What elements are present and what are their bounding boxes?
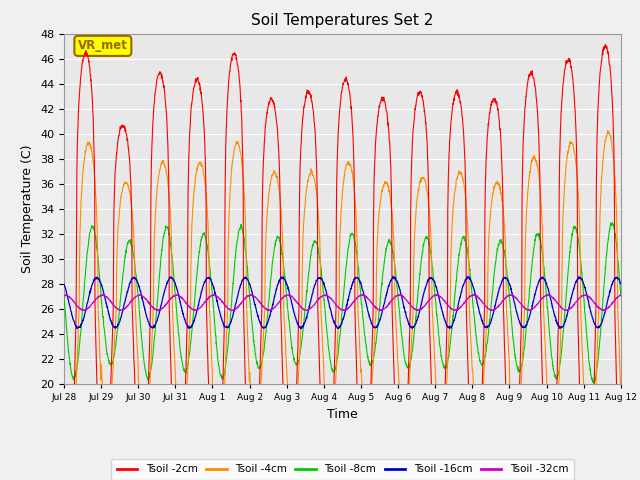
Title: Soil Temperatures Set 2: Soil Temperatures Set 2 (252, 13, 433, 28)
Y-axis label: Soil Temperature (C): Soil Temperature (C) (22, 144, 35, 273)
Legend: Tsoil -2cm, Tsoil -4cm, Tsoil -8cm, Tsoil -16cm, Tsoil -32cm: Tsoil -2cm, Tsoil -4cm, Tsoil -8cm, Tsoi… (111, 459, 573, 480)
Text: VR_met: VR_met (78, 39, 128, 52)
X-axis label: Time: Time (327, 408, 358, 420)
